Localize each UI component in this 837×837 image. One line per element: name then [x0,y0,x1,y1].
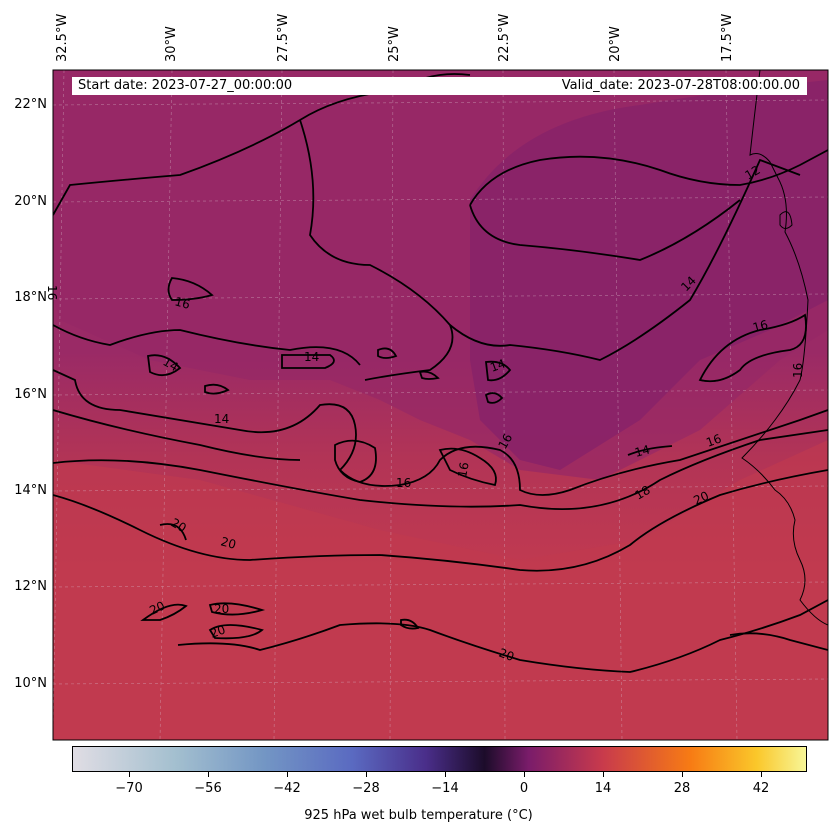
colorbar [72,746,807,772]
contour-label: 20 [147,599,167,618]
colorbar-tick-label: 0 [519,781,529,796]
contour-label: 20 [691,489,711,508]
contour-label: 16 [173,294,191,311]
colorbar-tick [366,772,367,777]
contour-label: 14 [161,354,181,374]
contour-label: 16 [704,431,723,449]
contour-lines [53,73,828,673]
colorbar-tick-label: −70 [115,781,143,796]
graticule [53,70,828,740]
map-frame [52,69,829,741]
contour-label: 16 [791,363,805,378]
longitude-label: 27.5°W [276,13,291,62]
longitude-label: 20°W [608,26,623,62]
latitude-label: 14°N [14,483,47,498]
latitude-label: 16°N [14,387,47,402]
latitude-label: 12°N [14,579,47,594]
colorbar-tick-label: 42 [752,781,770,796]
contour-label: 20 [214,602,229,616]
latitude-label: 18°N [14,290,47,305]
start-date-label: Start date: 2023-07-27_00:00:00 [78,78,293,93]
colorbar-tick [603,772,604,777]
contour-label: 16 [495,431,515,451]
contour-label: 20 [219,534,237,551]
contour-label: 14 [304,350,319,364]
colorbar-tick-label: 14 [594,781,612,796]
longitude-label: 17.5°W [720,13,735,62]
latitude-label: 20°N [14,194,47,209]
latitude-label: 22°N [14,97,47,112]
contour-label: 20 [208,622,227,640]
latitude-label: 10°N [14,676,47,691]
colorbar-tick [445,772,446,777]
contour-label: 20 [497,646,516,664]
coastline [741,70,828,626]
colorbar-tick [761,772,762,777]
longitude-label: 32.5°W [55,13,70,62]
contour-label: 20 [169,515,189,535]
colorbar-tick-label: −56 [194,781,222,796]
contour-label: 16 [45,285,59,300]
contour-label: 16 [396,476,411,490]
colorbar-tick [682,772,683,777]
contour-label: 18 [633,483,653,503]
colorbar-tick-label: −28 [352,781,380,796]
colorbar-tick [208,772,209,777]
colorbar-tick [287,772,288,777]
colorbar-tick-label: −42 [273,781,301,796]
contour-label: 12 [743,163,763,183]
contour-label: 16 [751,317,769,334]
contour-label: 14 [488,356,507,374]
colorbar-tick-label: 28 [673,781,691,796]
colorbar-tick [524,772,525,777]
contour-label: 14 [214,412,229,426]
valid-date-label: Valid_date: 2023-07-28T08:00:00.00 [561,78,800,93]
longitude-label: 22.5°W [497,13,512,62]
colorbar-title: 925 hPa wet bulb temperature (°C) [304,808,533,823]
contour-label: 14 [633,442,651,459]
temperature-field [53,70,828,740]
longitude-label: 30°W [164,26,179,62]
date-info-bar: Start date: 2023-07-27_00:00:00 Valid_da… [72,77,807,95]
colorbar-tick-label: −14 [431,781,459,796]
colorbar-tick [129,772,130,777]
longitude-label: 25°W [387,26,402,62]
contour-label: 16 [455,461,471,478]
